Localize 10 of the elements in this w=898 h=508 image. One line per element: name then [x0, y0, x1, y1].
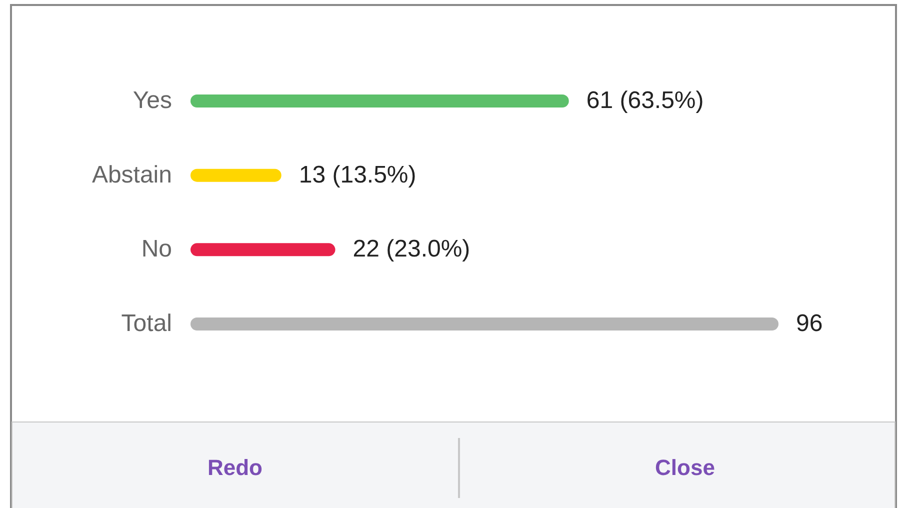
data-label: 61 (63.5%): [586, 87, 704, 114]
text: Redo: [208, 455, 262, 480]
y-tick-label: Total: [121, 310, 172, 337]
data-label: 22 (23.0%): [352, 236, 470, 263]
text: Close: [655, 455, 715, 480]
y-tick-label: Yes: [132, 87, 172, 114]
y-tick-label: Abstain: [92, 161, 172, 188]
data-label: 96: [796, 310, 823, 337]
y-tick-label: No: [141, 236, 172, 263]
data-label: 13 (13.5%): [298, 161, 416, 188]
